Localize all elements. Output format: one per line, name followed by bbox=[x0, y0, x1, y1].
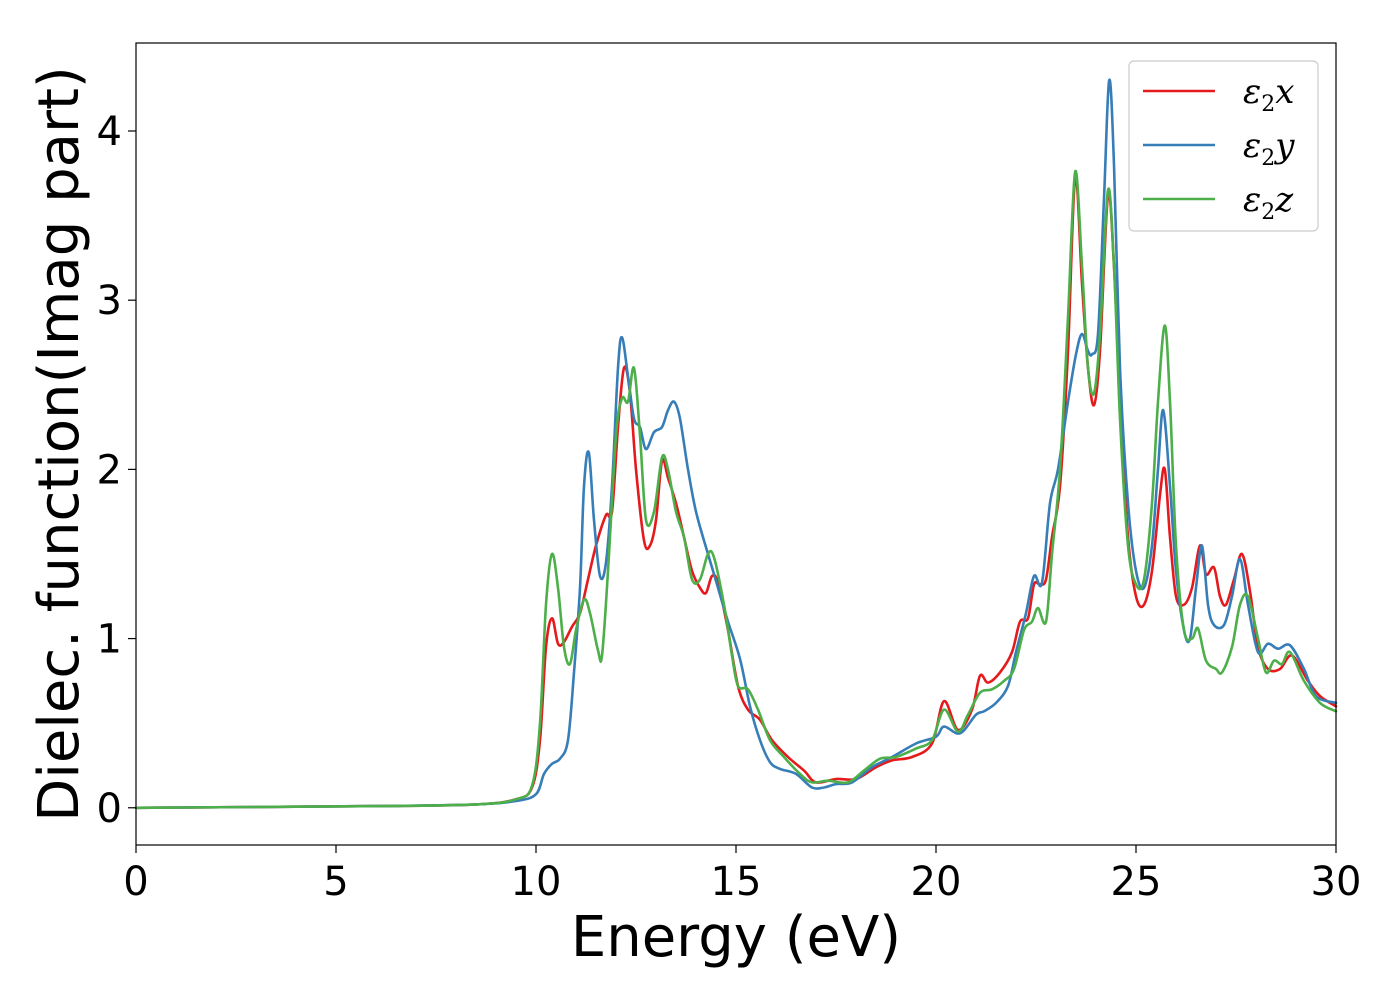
y-tick-label: 3 bbox=[97, 278, 122, 324]
y-tick-label: 4 bbox=[97, 109, 122, 155]
y-tick-label: 2 bbox=[97, 447, 122, 493]
x-tick-label: 10 bbox=[511, 859, 562, 905]
series-layer bbox=[134, 78, 1338, 810]
x-tick-label: 30 bbox=[1311, 859, 1362, 905]
x-axis-label: Energy (eV) bbox=[571, 905, 901, 970]
x-tick-label: 0 bbox=[123, 859, 148, 905]
legend-label-0: ε2x bbox=[1243, 72, 1294, 117]
plot-frame bbox=[135, 42, 1337, 846]
y-tick-label: 0 bbox=[97, 786, 122, 832]
legend-label-1: ε2y bbox=[1243, 126, 1295, 171]
x-tick-label: 20 bbox=[911, 859, 962, 905]
x-tick-label: 15 bbox=[711, 859, 762, 905]
series-line-2 bbox=[134, 169, 1338, 810]
y-axis-ticks: 0 1 2 3 4 bbox=[97, 109, 136, 832]
x-tick-label: 5 bbox=[323, 859, 348, 905]
x-axis-ticks: 0 5 10 15 20 25 30 bbox=[123, 845, 1361, 905]
legend: ε2x ε2y ε2z bbox=[1128, 60, 1319, 232]
y-axis-label: Dielec. function(Imag part) bbox=[27, 66, 92, 822]
legend-label-2: ε2z bbox=[1243, 180, 1294, 225]
x-tick-label: 25 bbox=[1111, 859, 1162, 905]
y-tick-label: 1 bbox=[97, 617, 122, 663]
legend-box bbox=[1128, 60, 1319, 232]
